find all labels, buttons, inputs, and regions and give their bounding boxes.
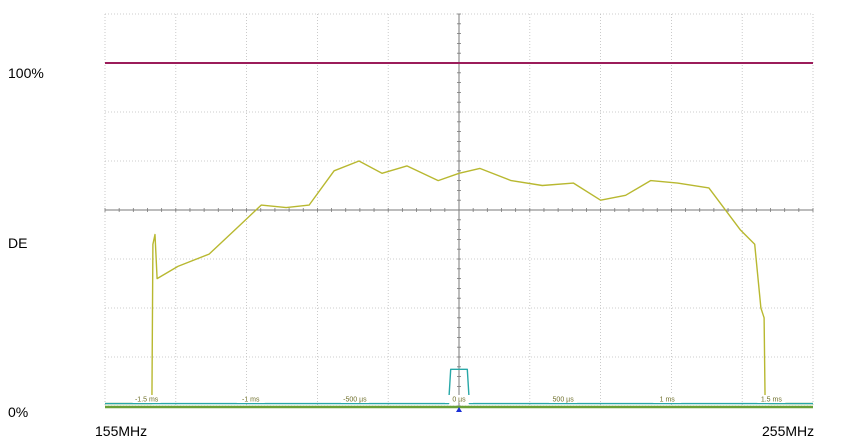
y-label-0-percent: 0% <box>8 404 29 420</box>
x-label-255mhz: 255MHz <box>762 423 815 439</box>
time-tick-label: 1 ms <box>660 397 676 404</box>
time-tick-label-bg <box>132 395 161 403</box>
y-label-de: DE <box>8 235 28 251</box>
time-tick-label-bg <box>653 395 682 403</box>
time-tick-label: 1.5 ms <box>761 397 783 404</box>
time-tick-label: -500 µs <box>343 397 367 404</box>
series-trace-3 <box>105 368 813 405</box>
trigger-marker-icon <box>456 407 462 412</box>
series-trace-2 <box>105 160 813 405</box>
time-tick-label-bg <box>445 395 473 403</box>
time-tick-label: 500 µs <box>553 397 575 404</box>
time-tick-label-bg <box>757 395 786 403</box>
x-label-155mhz: 155MHz <box>95 423 148 439</box>
y-label-100-percent: 100% <box>8 65 44 81</box>
time-tick-label-bg <box>340 395 369 403</box>
time-tick-label: -1.5 ms <box>135 397 159 404</box>
time-tick-label-bg <box>236 395 265 403</box>
time-tick-label: 0 µs <box>452 397 466 404</box>
time-tick-label: -1 ms <box>242 397 260 404</box>
time-tick-label-bg <box>549 395 578 403</box>
